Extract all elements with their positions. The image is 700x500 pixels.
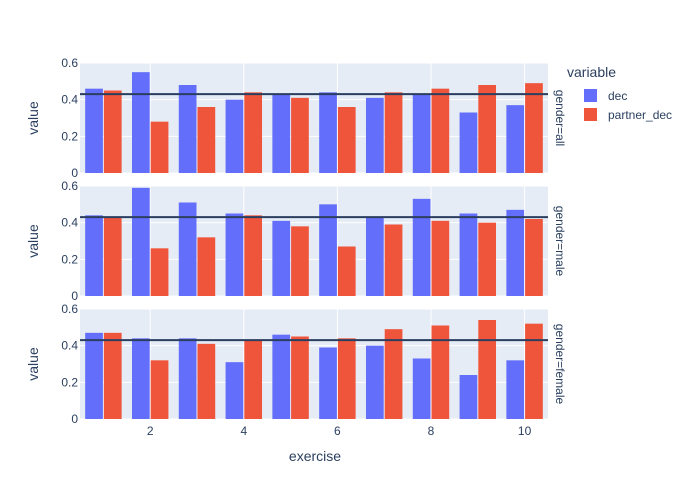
bar-partner-dec-5 — [291, 226, 309, 296]
y-tick-label: 0.2 — [61, 252, 78, 266]
bar-dec-4 — [225, 99, 244, 173]
bar-partner-dec-4 — [244, 215, 263, 296]
y-axis-label: value — [25, 101, 41, 135]
y-tick-label: 0 — [71, 166, 78, 180]
bar-partner-dec-2 — [150, 121, 169, 173]
bar-dec-9 — [459, 112, 478, 173]
bar-partner-dec-7 — [384, 92, 403, 173]
bar-partner-dec-1 — [103, 90, 122, 173]
facet-gender-all: 0 0.2 0.4 0.6 value gender=all — [25, 56, 567, 180]
facet-gender-female: 0 0.2 0.4 0.6 value gender=female — [25, 302, 567, 426]
bar-partner-dec-10 — [525, 323, 543, 419]
bar-partner-dec-4 — [244, 340, 263, 419]
bar-partner-dec-6 — [337, 338, 356, 419]
bar-dec-7 — [365, 217, 384, 296]
y-tick-label: 0.2 — [61, 375, 78, 389]
bar-dec-5 — [272, 220, 291, 296]
bar-dec-2 — [131, 72, 150, 173]
bar-dec-1 — [85, 332, 103, 419]
bar-dec-7 — [365, 345, 384, 419]
bar-dec-5 — [272, 334, 291, 419]
legend: variable dec partner_dec — [567, 64, 672, 122]
y-tick-label: 0.6 — [61, 179, 78, 193]
bar-dec-6 — [319, 347, 337, 419]
bar-dec-3 — [178, 85, 197, 173]
bar-dec-10 — [506, 209, 525, 296]
bar-dec-7 — [365, 97, 384, 173]
bar-dec-10 — [506, 360, 525, 419]
bar-partner-dec-9 — [478, 85, 497, 173]
bar-partner-dec-1 — [103, 332, 122, 419]
x-axis-label: exercise — [289, 448, 341, 464]
bar-dec-4 — [225, 362, 244, 419]
y-tick-label: 0 — [71, 289, 78, 303]
legend-title: variable — [567, 64, 616, 80]
x-tick-label: 2 — [147, 424, 154, 438]
bar-partner-dec-9 — [478, 320, 497, 419]
y-tick-label: 0.6 — [61, 56, 78, 70]
bar-partner-dec-2 — [150, 248, 169, 296]
bar-dec-2 — [131, 187, 150, 296]
bar-dec-3 — [178, 202, 197, 296]
facet-gender-male: 0 0.2 0.4 0.6 value gender=male — [25, 179, 567, 303]
bar-partner-dec-8 — [431, 325, 450, 419]
x-tick-label: 8 — [428, 424, 435, 438]
y-tick-label: 0.6 — [61, 302, 78, 316]
bar-dec-1 — [85, 88, 103, 173]
bar-partner-dec-9 — [478, 222, 497, 296]
legend-item-dec[interactable]: dec — [608, 89, 627, 103]
bar-partner-dec-4 — [244, 92, 263, 173]
bar-partner-dec-5 — [291, 336, 309, 419]
x-tick-label: 4 — [240, 424, 247, 438]
y-tick-label: 0 — [71, 412, 78, 426]
facet-label: gender=male — [553, 206, 567, 277]
facet-label: gender=female — [553, 324, 567, 405]
bar-dec-2 — [131, 338, 150, 419]
legend-swatch-dec[interactable] — [584, 89, 597, 102]
y-axis-label: value — [25, 224, 41, 258]
bar-dec-1 — [85, 215, 103, 296]
bar-partner-dec-7 — [384, 329, 403, 419]
facet-label: gender=all — [553, 90, 567, 146]
bar-dec-6 — [319, 92, 337, 173]
bar-dec-8 — [412, 358, 431, 419]
bar-partner-dec-2 — [150, 360, 169, 419]
bar-dec-9 — [459, 213, 478, 296]
y-axis-label: value — [25, 347, 41, 381]
y-tick-label: 0.4 — [61, 93, 78, 107]
bar-dec-4 — [225, 213, 244, 296]
bar-partner-dec-6 — [337, 107, 356, 173]
legend-item-partner-dec[interactable]: partner_dec — [608, 108, 672, 122]
bar-partner-dec-8 — [431, 220, 450, 296]
bar-partner-dec-3 — [197, 237, 216, 296]
y-tick-label: 0.4 — [61, 216, 78, 230]
bar-partner-dec-8 — [431, 88, 450, 173]
bar-partner-dec-3 — [197, 107, 216, 173]
bar-partner-dec-3 — [197, 343, 216, 419]
y-tick-label: 0.4 — [61, 339, 78, 353]
bar-dec-8 — [412, 198, 431, 296]
x-tick-label: 6 — [334, 424, 341, 438]
bar-partner-dec-10 — [525, 83, 543, 173]
bar-dec-9 — [459, 375, 478, 419]
bar-dec-10 — [506, 105, 525, 173]
bar-partner-dec-6 — [337, 246, 356, 296]
bar-dec-5 — [272, 94, 291, 173]
bar-dec-6 — [319, 204, 337, 296]
bar-partner-dec-5 — [291, 97, 309, 173]
bar-partner-dec-1 — [103, 217, 122, 296]
x-tick-label: 10 — [518, 424, 532, 438]
bar-partner-dec-10 — [525, 219, 543, 296]
y-tick-label: 0.2 — [61, 129, 78, 143]
bar-dec-3 — [178, 338, 197, 419]
bar-partner-dec-7 — [384, 224, 403, 296]
legend-swatch-partner-dec[interactable] — [584, 108, 597, 121]
bar-dec-8 — [412, 94, 431, 173]
